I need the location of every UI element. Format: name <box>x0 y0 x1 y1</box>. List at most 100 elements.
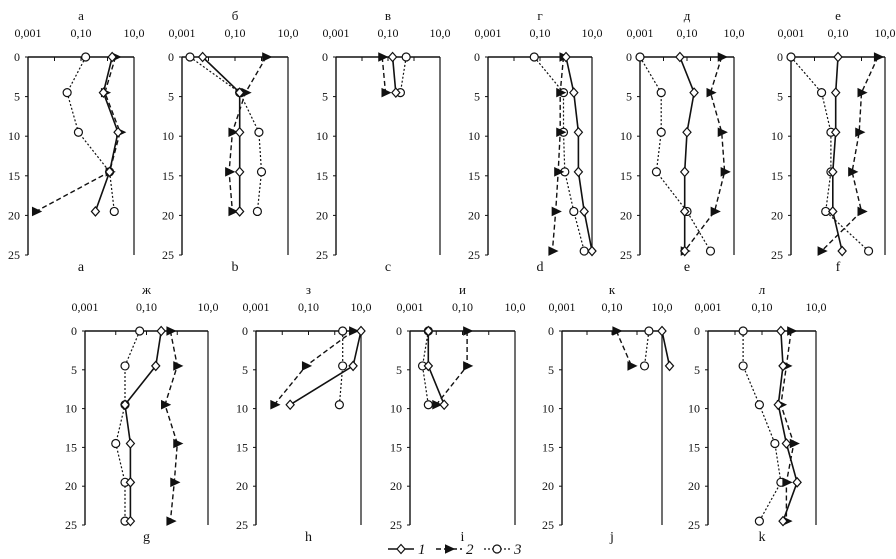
y-tick-label: 10 <box>390 402 402 416</box>
diamond-marker <box>792 476 802 488</box>
triangle-marker <box>301 361 313 371</box>
y-tick-label: 5 <box>242 363 248 377</box>
diamond-marker <box>657 325 667 337</box>
triangle-marker <box>378 52 389 62</box>
y-tick-label: 15 <box>771 169 783 183</box>
diamond-marker <box>234 166 245 178</box>
chart-panel-4: г 0,001 0,10 10,0 0 5 10 15 20 25 d <box>468 8 603 275</box>
circle-marker <box>656 127 666 137</box>
triangle-marker <box>706 87 717 98</box>
y-tick-label: 20 <box>65 479 77 493</box>
triangle-marker <box>717 52 728 62</box>
chart-panel-3: в 0,001 0,10 10,0 0 5 10 15 20 25 c <box>316 8 451 275</box>
y-tick-label: 20 <box>468 208 480 222</box>
diamond-marker <box>125 476 136 488</box>
circle-marker <box>120 361 130 371</box>
x-tick-label: 0,10 <box>136 300 157 314</box>
x-tick-label: 0,001 <box>323 26 350 40</box>
y-tick-label: 0 <box>694 324 700 338</box>
y-tick-label: 20 <box>688 479 700 493</box>
y-tick-label: 10 <box>236 402 248 416</box>
y-tick-label: 25 <box>468 248 480 262</box>
y-tick-label: 25 <box>542 518 554 532</box>
x-tick-label: 0,10 <box>602 300 623 314</box>
series-3-line <box>338 331 344 405</box>
diamond-marker <box>125 515 136 527</box>
y-tick-label: 5 <box>14 90 20 104</box>
circle-marker <box>111 438 121 449</box>
chart-panel-1: а 0,001 0,10 10,0 0 5 10 15 20 25 a <box>8 8 145 275</box>
y-tick-label: 15 <box>316 169 328 183</box>
triangle-marker <box>817 246 828 256</box>
x-tick-label: 0,10 <box>530 26 551 40</box>
x-tick-label: 0,001 <box>397 300 424 314</box>
x-tick-label: 0,001 <box>15 26 42 40</box>
diamond-marker <box>561 51 571 63</box>
chart-panel-11: л 0,001 0,10 10,0 0 5 10 15 20 25 k <box>688 282 827 545</box>
x-tick-label: 0,001 <box>475 26 502 40</box>
x-tick-label: 10,0 <box>278 26 299 40</box>
y-tick-label: 25 <box>620 248 632 262</box>
y-tick-label: 20 <box>8 208 20 222</box>
series-3-line <box>399 56 407 93</box>
y-tick-label: 25 <box>8 248 20 262</box>
x-tick-label: 0,10 <box>298 300 319 314</box>
circle-marker <box>62 88 72 98</box>
series-3-line <box>790 56 870 252</box>
diamond-marker <box>234 126 245 138</box>
circle-marker <box>334 400 344 410</box>
triangle-marker <box>556 127 567 138</box>
triangle-marker <box>173 361 184 371</box>
circle-marker <box>256 167 267 177</box>
circle-marker <box>569 206 579 217</box>
triangle-marker <box>873 52 885 62</box>
diamond-marker <box>573 166 584 178</box>
diamond-marker <box>827 206 838 217</box>
circle-marker <box>252 206 262 217</box>
panel-top-label: к <box>609 282 616 297</box>
panel-bottom-label: e <box>684 260 690 275</box>
series-2-line <box>551 56 565 252</box>
diamond-marker <box>773 399 784 411</box>
panel-top-label: а <box>78 8 84 23</box>
y-tick-label: 10 <box>468 129 480 143</box>
series-2-line <box>35 56 121 213</box>
circle-marker <box>254 127 264 137</box>
chart-panel-9: и 0,001 0,10 10,0 0 5 10 15 20 25 i <box>390 282 526 545</box>
diamond-marker <box>830 126 841 138</box>
series-2-line <box>164 330 179 522</box>
panel-top-label: и <box>459 282 466 297</box>
triangle-marker <box>31 206 43 217</box>
triangle-marker <box>463 361 474 371</box>
y-tick-label: 20 <box>162 208 174 222</box>
triangle-marker <box>554 167 565 177</box>
triangle-marker <box>349 326 360 336</box>
diamond-marker <box>675 51 685 63</box>
y-tick-label: 25 <box>688 518 700 532</box>
circle-marker <box>81 52 91 62</box>
diamond-marker <box>107 51 117 63</box>
legend: 1 2 3 <box>388 542 522 558</box>
diamond-marker <box>90 206 101 217</box>
chart-panel-8: з 0,001 0,10 10,0 0 5 10 15 20 25 h <box>236 282 372 545</box>
diamond-marker <box>156 325 166 337</box>
triangle-marker <box>381 87 392 98</box>
diamond-marker <box>150 360 161 372</box>
y-tick-label: 25 <box>390 518 402 532</box>
diamond-marker <box>682 126 692 138</box>
diamond-marker <box>439 399 449 411</box>
legend-label-1: 1 <box>418 542 426 558</box>
circle-marker <box>754 516 764 526</box>
x-tick-label: 0,10 <box>452 300 473 314</box>
y-tick-label: 20 <box>542 479 554 493</box>
panel-bottom-label: j <box>609 530 614 545</box>
y-tick-label: 15 <box>236 440 248 454</box>
x-tick-label: 0,10 <box>828 26 849 40</box>
circle-marker <box>579 246 589 256</box>
x-tick-label: 0,001 <box>627 26 654 40</box>
y-tick-label: 10 <box>162 129 174 143</box>
x-tick-label: 0,001 <box>169 26 196 40</box>
y-tick-label: 0 <box>14 50 20 64</box>
triangle-marker <box>166 326 177 336</box>
diamond-marker <box>98 87 109 99</box>
